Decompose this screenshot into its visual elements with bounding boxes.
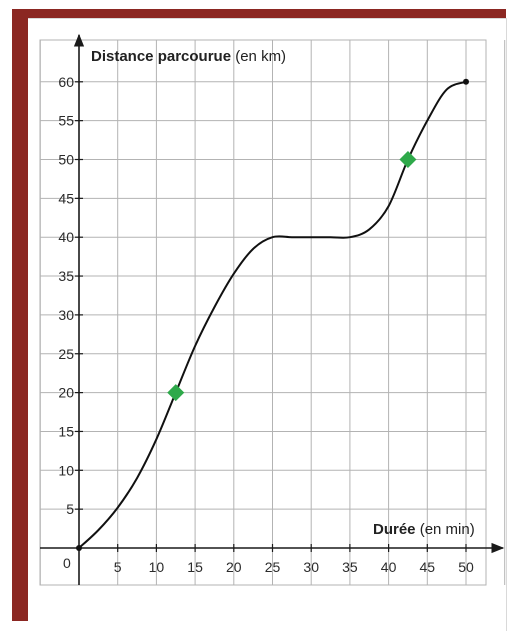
y-tick-label: 60: [58, 74, 74, 90]
plot-area: [39, 39, 487, 586]
y-tick-labels: 5 10 15 20 25 30 35 40 45 50 55 60: [58, 74, 83, 517]
x-tick-label: 10: [149, 559, 165, 575]
x-tick-label: 20: [226, 559, 242, 575]
grid: [39, 40, 506, 585]
y-tick-label: 25: [58, 346, 74, 362]
y-axis-label: Distance parcourue: [91, 48, 231, 65]
y-tick-label: 20: [58, 385, 74, 401]
x-axis-unit: (en min): [420, 521, 475, 538]
y-tick-label: 40: [58, 229, 74, 245]
highlight-diamond-marker: [167, 384, 185, 402]
y-axis-title: Distance parcourue (en km): [91, 48, 286, 65]
endpoint-dot: [76, 545, 82, 551]
x-tick-labels: 5 10 15 20 25 30 35 40 45 50: [114, 544, 474, 575]
x-axis-title: Durée (en min): [373, 521, 475, 538]
y-tick-label: 15: [58, 423, 74, 439]
x-tick-label: 40: [381, 559, 397, 575]
y-tick-label: 50: [58, 152, 74, 168]
frame-left-bar: [12, 9, 28, 621]
x-tick-label: 5: [114, 559, 122, 575]
x-tick-label: 35: [342, 559, 358, 575]
x-tick-label: 45: [420, 559, 436, 575]
endpoint-dot: [463, 78, 469, 85]
origin-label: 0: [63, 555, 71, 571]
y-tick-label: 5: [66, 501, 74, 517]
y-tick-label: 45: [58, 190, 74, 206]
y-tick-label: 10: [58, 462, 74, 478]
highlight-diamond-marker: [399, 151, 417, 168]
x-tick-label: 25: [265, 559, 281, 575]
x-tick-label: 30: [303, 559, 319, 575]
x-tick-label: 50: [458, 559, 474, 575]
data-points: [76, 78, 469, 551]
y-tick-label: 30: [58, 307, 74, 323]
x-axis-label: Durée: [373, 521, 416, 538]
frame-top-bar: [12, 9, 506, 18]
series-line: [78, 80, 467, 549]
y-tick-label: 55: [58, 113, 74, 129]
x-tick-label: 15: [187, 559, 203, 575]
y-tick-label: 35: [58, 268, 74, 284]
y-axis-unit: (en km): [235, 48, 286, 65]
